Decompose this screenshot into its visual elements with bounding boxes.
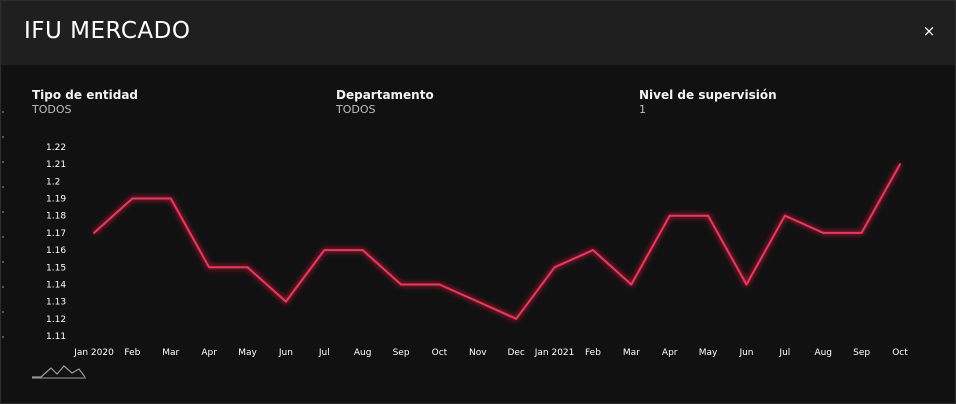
data-point[interactable] <box>591 249 594 252</box>
data-point[interactable] <box>745 283 748 286</box>
data-point[interactable] <box>476 300 479 303</box>
x-tick-label: Jun <box>278 348 293 358</box>
x-tick-label: Jan 2021 <box>534 348 575 358</box>
y-tick-label: 1.21 <box>46 160 66 170</box>
y-axis: 1.22 1.21 1.2 1.19 1.18 1.17 1.16 1.15 1.14 1.13 1… <box>46 143 66 342</box>
y-tick-label: 1.16 <box>46 246 66 256</box>
x-tick-label: Apr <box>662 348 678 358</box>
x-tick-label: Nov <box>469 348 487 358</box>
data-point[interactable] <box>208 266 211 269</box>
y-tick-label: 1.15 <box>46 263 66 273</box>
y-tick-label: 1.17 <box>46 229 66 239</box>
data-point[interactable] <box>93 231 95 234</box>
data-point[interactable] <box>822 231 825 234</box>
data-point[interactable] <box>860 231 863 234</box>
data-point[interactable] <box>284 300 287 303</box>
filter-label: Nivel de supervisión <box>639 88 777 102</box>
modal-header: IFU MERCADO × <box>1 1 955 65</box>
filter-value: 1 <box>639 103 646 116</box>
data-point[interactable] <box>400 283 403 286</box>
data-point[interactable] <box>553 266 556 269</box>
data-point[interactable] <box>668 214 671 217</box>
data-point[interactable] <box>131 197 134 200</box>
x-tick-label: May <box>699 348 718 358</box>
filter-tipo-entidad: Tipo de entidad TODOS <box>32 88 138 116</box>
x-tick-label: Jun <box>738 348 753 358</box>
data-point[interactable] <box>783 214 786 217</box>
data-point[interactable] <box>899 163 901 166</box>
data-point[interactable] <box>630 283 633 286</box>
filter-label: Departamento <box>336 88 434 102</box>
y-tick-label: 1.11 <box>46 332 66 342</box>
filter-value: TODOS <box>336 103 376 116</box>
x-tick-label: Mar <box>623 348 640 358</box>
filter-nivel-supervision: Nivel de supervisión 1 <box>639 88 777 116</box>
x-tick-label: Apr <box>201 348 217 358</box>
data-point[interactable] <box>323 249 326 252</box>
data-point[interactable] <box>169 197 172 200</box>
close-icon[interactable]: × <box>922 22 936 40</box>
x-tick-label: Jan 2020 <box>73 348 114 358</box>
y-tick-label: 1.14 <box>46 280 66 290</box>
x-tick-label: Jul <box>778 348 790 358</box>
y-tick-label: 1.19 <box>46 195 66 205</box>
mountain-logo-icon <box>32 365 86 379</box>
scroll-indicator <box>1 111 5 361</box>
y-tick-label: 1.12 <box>46 315 66 325</box>
x-tick-label: Jul <box>318 348 330 358</box>
y-tick-label: 1.2 <box>46 177 60 187</box>
x-tick-label: Oct <box>432 348 448 358</box>
x-tick-label: Mar <box>162 348 179 358</box>
x-tick-label: May <box>238 348 257 358</box>
x-tick-label: Dec <box>507 348 524 358</box>
series-line <box>93 163 901 320</box>
x-tick-label: Aug <box>814 348 832 358</box>
data-point[interactable] <box>707 214 710 217</box>
x-tick-label: Aug <box>354 348 372 358</box>
filter-departamento: Departamento TODOS <box>336 88 434 116</box>
data-point[interactable] <box>246 266 249 269</box>
y-tick-label: 1.18 <box>46 212 66 222</box>
y-tick-label: 1.13 <box>46 298 66 308</box>
x-tick-label: Feb <box>585 348 601 358</box>
filter-value: TODOS <box>32 103 72 116</box>
y-tick-label: 1.22 <box>46 143 66 153</box>
x-tick-label: Sep <box>853 348 870 358</box>
x-tick-label: Oct <box>892 348 908 358</box>
modal-title: IFU MERCADO <box>24 18 191 44</box>
series-group <box>93 163 901 320</box>
x-axis: Jan 2020 Feb Mar Apr May Jun Jul Aug Sep Oct Nov De… <box>73 348 908 358</box>
filter-label: Tipo de entidad <box>32 88 139 102</box>
data-point[interactable] <box>361 249 364 252</box>
x-tick-label: Sep <box>393 348 410 358</box>
data-point[interactable] <box>438 283 441 286</box>
x-tick-label: Feb <box>124 348 140 358</box>
data-point[interactable] <box>515 317 518 320</box>
